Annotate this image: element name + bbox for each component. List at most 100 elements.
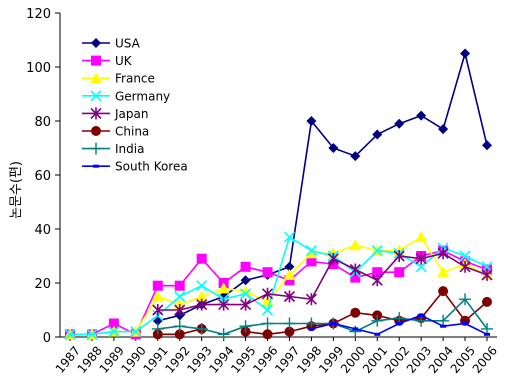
- data-point: [459, 293, 472, 306]
- data-point: [262, 329, 273, 340]
- data-point: [437, 247, 449, 260]
- data-point: [440, 324, 447, 328]
- data-point: [174, 290, 186, 303]
- data-point: [371, 274, 383, 287]
- data-point: [481, 261, 493, 273]
- data-point: [196, 280, 208, 292]
- series-germany: [64, 231, 493, 340]
- data-point: [394, 267, 405, 278]
- data-point: [416, 110, 427, 121]
- series-japan: [152, 247, 493, 316]
- data-point: [350, 272, 361, 283]
- legend-swatch-marker: [91, 55, 101, 66]
- legend-item: France: [82, 72, 155, 86]
- legend-label: India: [115, 142, 144, 156]
- data-point: [86, 328, 98, 340]
- y-axis-title: 논문수(편): [9, 161, 24, 219]
- legend-item: South Korea: [82, 160, 188, 174]
- data-point: [415, 231, 428, 243]
- data-point: [482, 296, 492, 307]
- y-tick-label: 120: [26, 7, 51, 22]
- data-point: [371, 245, 383, 257]
- data-point: [305, 247, 318, 259]
- data-point: [261, 317, 274, 330]
- x-tick-label: 2006: [470, 344, 500, 376]
- legend-item: China: [82, 125, 149, 139]
- data-point: [438, 286, 449, 297]
- data-point: [305, 245, 317, 257]
- data-point: [305, 293, 317, 306]
- data-point: [462, 322, 469, 325]
- legend-item: India: [82, 142, 144, 156]
- data-point: [374, 332, 381, 336]
- data-point: [217, 282, 230, 294]
- data-point: [151, 322, 164, 335]
- data-point: [482, 140, 492, 151]
- legend-item: UK: [82, 54, 133, 68]
- data-point: [283, 231, 296, 243]
- series-line: [157, 252, 488, 311]
- data-point: [306, 256, 317, 267]
- data-point: [262, 267, 273, 278]
- series-layer: [64, 48, 493, 341]
- data-point: [350, 151, 361, 162]
- legend-swatch-marker: [90, 107, 102, 120]
- legend-label: Japan: [114, 107, 148, 121]
- data-point: [173, 320, 186, 333]
- legend-label: South Korea: [115, 160, 188, 174]
- data-point: [396, 322, 403, 325]
- series-china: [152, 286, 492, 340]
- data-point: [108, 326, 120, 338]
- legend-swatch-marker: [91, 126, 101, 136]
- data-point: [352, 327, 359, 331]
- data-point: [327, 252, 339, 265]
- data-point: [393, 250, 405, 262]
- data-point: [64, 328, 76, 340]
- data-point: [240, 288, 252, 300]
- y-tick-label: 60: [34, 169, 51, 184]
- y-tick-label: 100: [26, 61, 51, 76]
- x-axis-ticks: 1987198819891990199119921993199419951996…: [53, 337, 500, 376]
- data-point: [459, 260, 471, 273]
- data-point: [306, 116, 317, 126]
- data-point: [174, 304, 186, 316]
- data-point: [195, 290, 208, 302]
- data-point: [418, 313, 425, 317]
- y-tick-label: 40: [34, 223, 51, 238]
- legend-item: Japan: [82, 107, 148, 121]
- data-point: [460, 48, 471, 59]
- data-point: [283, 268, 296, 280]
- legend-label: Germany: [115, 89, 170, 103]
- data-point: [239, 285, 252, 297]
- y-tick-label: 0: [43, 331, 51, 346]
- y-axis-ticks: 0 20 40 60 80 100 120: [26, 7, 60, 346]
- legend-swatch-marker: [90, 90, 102, 102]
- legend-swatch-marker: [90, 142, 102, 155]
- data-point: [349, 239, 362, 251]
- data-point: [240, 298, 252, 311]
- data-point: [415, 261, 427, 273]
- data-point: [195, 322, 208, 335]
- data-point: [218, 298, 230, 311]
- data-point: [284, 275, 295, 286]
- data-point: [328, 143, 339, 153]
- legend-item: USA: [82, 37, 141, 51]
- data-point: [130, 326, 142, 338]
- series-line: [157, 50, 488, 322]
- legend-label: France: [115, 72, 155, 86]
- data-point: [371, 314, 384, 327]
- legend-swatch-marker: [93, 164, 99, 168]
- legend-swatch-marker: [91, 38, 101, 48]
- series-uk: [65, 245, 492, 340]
- legend-label: USA: [115, 37, 141, 51]
- data-point: [394, 118, 405, 129]
- legend-label: China: [115, 125, 149, 139]
- data-point: [481, 268, 493, 281]
- legend: USA UK France Germany Japan China India South K…: [82, 37, 188, 174]
- data-point: [437, 266, 450, 278]
- data-point: [330, 322, 337, 325]
- legend-label: UK: [115, 54, 133, 68]
- data-point: [484, 332, 490, 336]
